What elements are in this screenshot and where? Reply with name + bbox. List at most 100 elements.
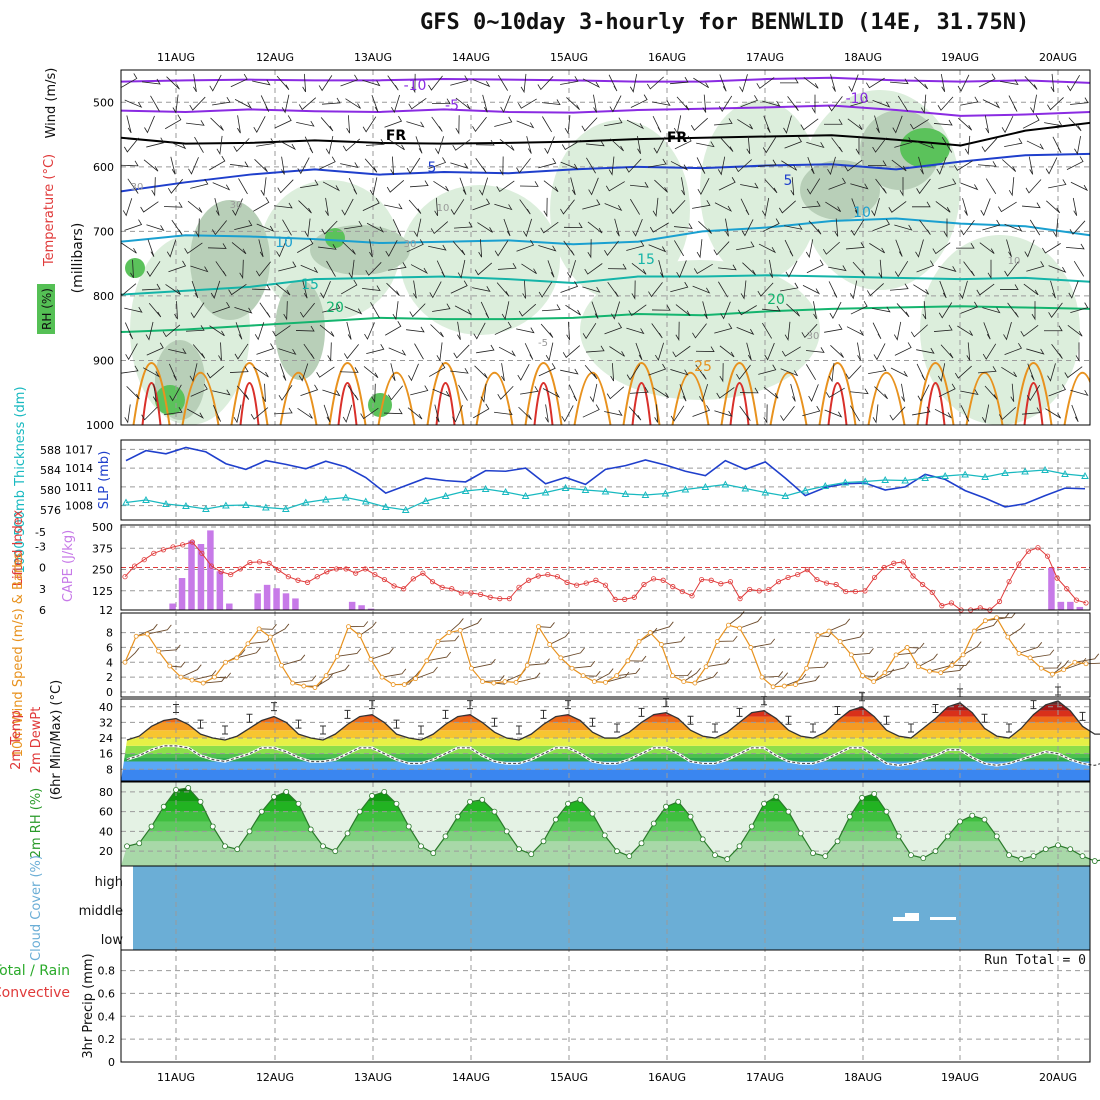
surface-wind-barb	[426, 651, 452, 662]
wind-barb	[940, 73, 946, 92]
wind-speed-marker	[1038, 665, 1044, 671]
wind-barb	[978, 73, 996, 88]
wind-barb	[345, 98, 361, 109]
wind-speed-marker	[346, 624, 351, 630]
li-tick: -3	[35, 540, 46, 553]
wind-barb	[1052, 218, 1059, 238]
isotherm-arch	[769, 372, 808, 425]
wind-barb	[428, 157, 447, 169]
wind-barb	[278, 140, 297, 151]
wind-barb	[920, 94, 927, 114]
wind-barb	[937, 363, 946, 383]
wind-barb	[516, 327, 535, 334]
wind-barb	[1004, 342, 1022, 356]
thickness-marker	[202, 504, 210, 512]
wind-barb	[369, 239, 373, 258]
li-marker	[1025, 548, 1031, 554]
rh2m-marker	[393, 800, 400, 807]
wind-barb	[761, 197, 770, 217]
wind-barb	[281, 94, 290, 114]
li-marker	[747, 586, 753, 593]
wind-barb	[278, 348, 297, 355]
precip-tick: 0.2	[98, 1033, 116, 1046]
wind-barb	[146, 261, 161, 278]
wind-barb	[762, 322, 772, 339]
wind-barb	[702, 301, 708, 320]
wind-barb	[252, 79, 271, 86]
wind-barb	[1027, 363, 1035, 381]
minmax-marker	[442, 709, 449, 719]
wind-barb	[829, 301, 842, 319]
wind-barb	[1074, 135, 1081, 155]
thickness-marker	[881, 475, 890, 483]
surface-wind-barb	[1085, 662, 1100, 665]
wind-barb	[824, 323, 843, 333]
li-marker	[881, 564, 887, 571]
thickness-marker	[321, 495, 330, 503]
surface-wind-barb	[661, 636, 686, 645]
li-marker	[833, 581, 839, 588]
wind-barb	[604, 410, 623, 416]
wind-barb	[320, 281, 331, 299]
panel-frame	[120, 612, 1091, 698]
rh-area	[325, 228, 345, 248]
li-marker	[900, 559, 907, 565]
wind-barb	[522, 280, 527, 299]
wind-barb	[762, 137, 777, 154]
wind-barb	[455, 115, 460, 135]
rh2m-marker	[283, 788, 290, 795]
wind-barb	[1006, 239, 1012, 258]
wind-barb	[1073, 260, 1085, 277]
frame-layer	[120, 69, 1091, 1063]
wind-barb	[430, 221, 449, 235]
wind-speed-marker	[547, 642, 553, 647]
wind-barb	[474, 262, 493, 276]
wind-barb	[388, 262, 407, 271]
wind-barb	[736, 241, 755, 251]
wind-barb	[628, 406, 642, 421]
thickness-marker	[1061, 469, 1069, 477]
wind-speed-marker	[424, 658, 430, 664]
wind-barb	[406, 121, 425, 128]
wind-barb	[960, 301, 978, 314]
wind-barb	[251, 284, 271, 291]
thickness-tick: 584	[40, 464, 61, 477]
wind-barb	[1048, 179, 1067, 189]
wind-barb	[300, 264, 319, 274]
wind-barb	[917, 384, 930, 402]
wind-barb	[889, 283, 909, 291]
pressure-tick: 800	[93, 290, 114, 303]
cloud-level-label: middle	[79, 904, 123, 919]
rh2m-marker	[246, 828, 253, 835]
surface-wind-barb	[974, 620, 998, 632]
wind-barb	[1000, 284, 1019, 290]
wind-barb	[388, 347, 407, 356]
surface-wind-barb	[236, 647, 261, 659]
wind-barb	[693, 263, 713, 274]
cape-tick: 12	[99, 604, 113, 617]
wind-barb	[626, 119, 645, 130]
rh2m-marker	[638, 840, 645, 847]
rh2m-marker	[516, 846, 522, 853]
wind-barb	[692, 405, 711, 417]
wind-barb	[889, 78, 909, 85]
li-marker	[910, 573, 916, 579]
minmax-marker	[197, 719, 204, 729]
wind-barb	[648, 158, 667, 168]
wind-barb	[453, 221, 473, 229]
precip-tick: 0.6	[98, 987, 116, 1000]
wind-barb	[323, 404, 331, 423]
wind-barb	[846, 326, 865, 336]
rh2m-tick: 20	[99, 845, 113, 858]
wind-barb	[121, 73, 138, 88]
surface-wind-barb	[359, 621, 377, 636]
wind-barb	[718, 281, 728, 298]
wind-speed-marker	[1016, 650, 1022, 656]
surface-wind-barb	[136, 623, 158, 637]
isotherm-arch	[328, 362, 367, 425]
wind-barb	[386, 282, 400, 296]
wind-barb	[166, 76, 180, 90]
wind-barb	[436, 260, 446, 278]
wind-barb	[632, 218, 643, 237]
rh2m-marker	[467, 798, 473, 805]
